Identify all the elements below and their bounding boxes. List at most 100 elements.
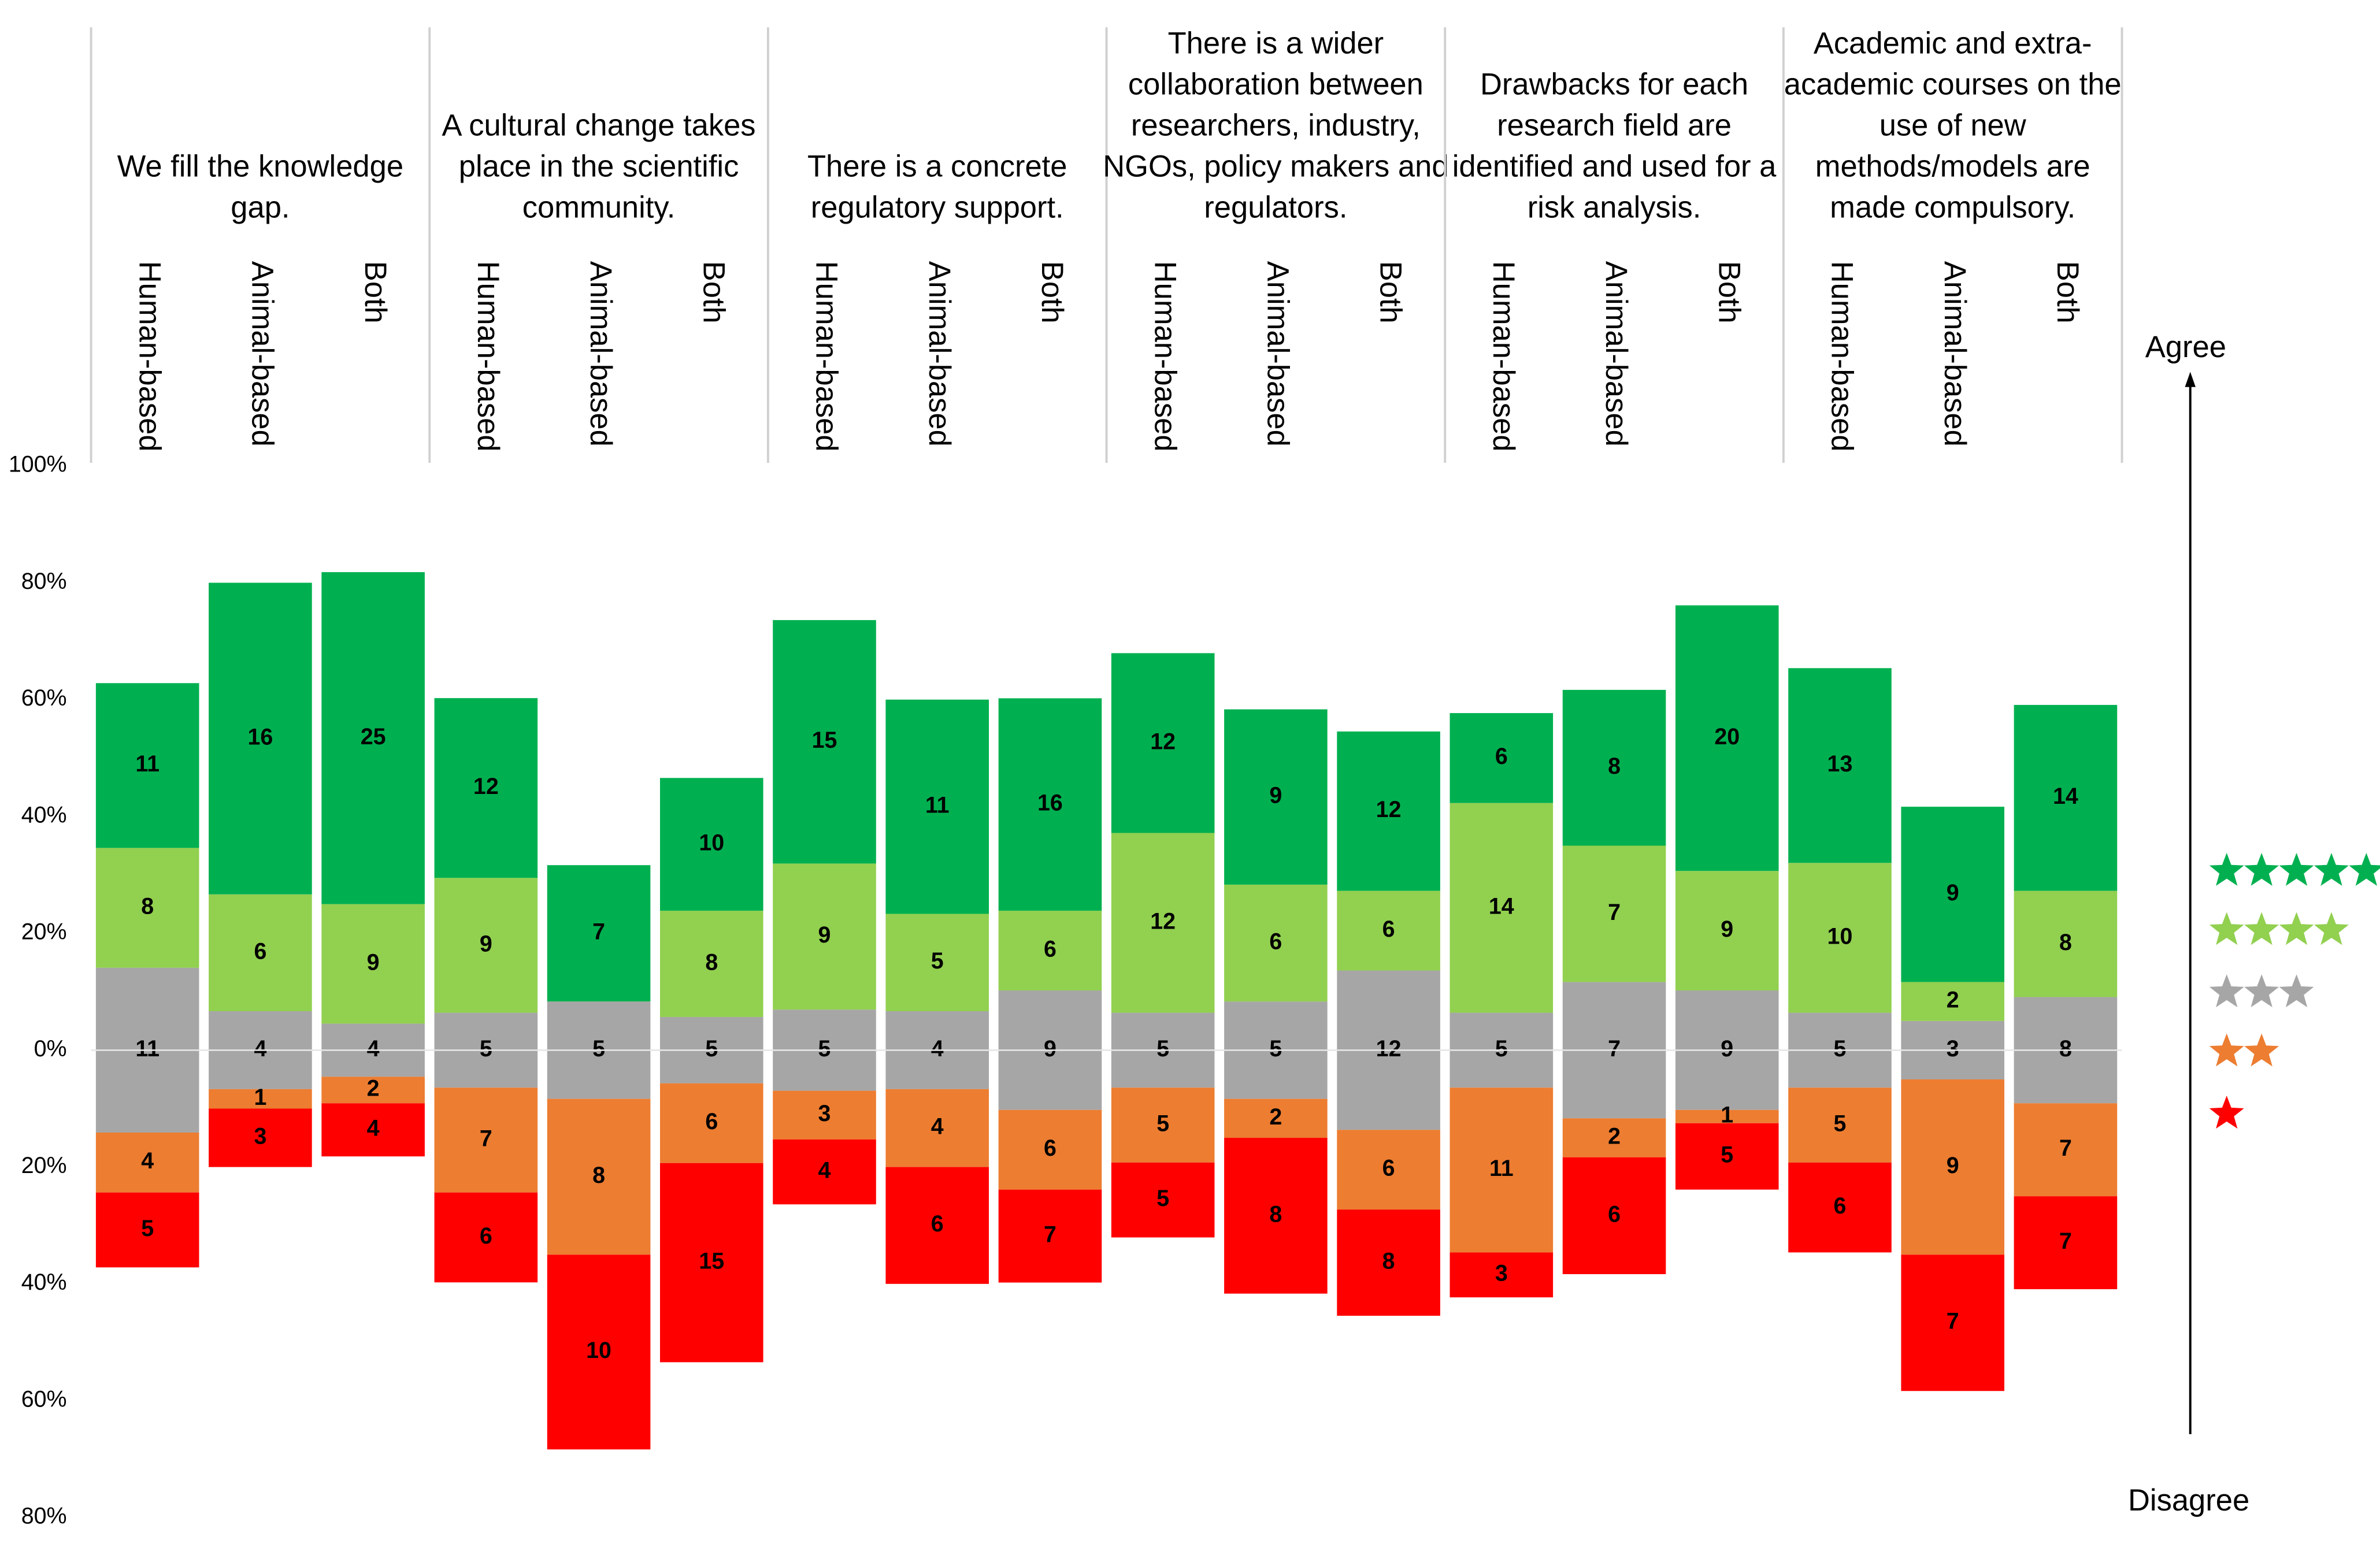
bar-segment: [885, 1167, 989, 1284]
legend-star: [2209, 852, 2244, 886]
value-label: 5: [1269, 1036, 1282, 1062]
category-label: Animal-based: [1261, 261, 1295, 447]
value-label: 7: [1947, 1309, 1959, 1334]
bar-segment: [1224, 1098, 1328, 1138]
value-label: 11: [1489, 1156, 1514, 1181]
value-label: 4: [367, 1036, 380, 1062]
bar-segment: [1562, 845, 1666, 982]
value-label: 5: [1834, 1036, 1847, 1062]
value-label: 6: [1834, 1193, 1847, 1219]
value-label: 16: [1037, 790, 1063, 816]
value-label: 5: [141, 1216, 154, 1241]
y-tick-label: 20%: [21, 919, 67, 945]
bar-segment: [1111, 653, 1215, 833]
y-tick-label: 20%: [21, 1153, 67, 1178]
bar-segment: [2014, 1103, 2118, 1197]
group-title: gap.: [231, 190, 290, 224]
value-label: 9: [1947, 880, 1959, 905]
group-title: researchers, industry,: [1131, 108, 1421, 142]
group-title: made compulsory.: [1830, 190, 2075, 224]
agree-label: Agree: [2145, 330, 2226, 364]
value-label: 5: [1495, 1036, 1508, 1062]
value-label: 4: [818, 1157, 831, 1183]
bar-segment: [659, 1083, 763, 1163]
value-label: 1: [254, 1085, 266, 1110]
group-title: use of new: [1879, 108, 2027, 142]
bar-segment: [1675, 1123, 1779, 1190]
y-tick-label: 60%: [21, 685, 67, 711]
y-tick-label: 40%: [21, 1270, 67, 1295]
bar-segment: [885, 1089, 989, 1167]
category-label: Both: [1374, 261, 1408, 324]
value-label: 4: [931, 1114, 944, 1140]
value-label: 12: [1150, 908, 1176, 934]
value-label: 4: [254, 1036, 266, 1062]
value-label: 11: [925, 793, 950, 818]
bar-segment: [1562, 1118, 1666, 1157]
bar-segment: [209, 1108, 312, 1167]
group-title: A cultural change takes: [442, 108, 756, 142]
value-label: 6: [1495, 744, 1508, 769]
value-label: 5: [1156, 1036, 1169, 1062]
value-label: 7: [1044, 1222, 1056, 1248]
bar-segment: [1449, 1088, 1554, 1253]
bar-segment: [434, 1088, 538, 1193]
bar-segment: [321, 1077, 425, 1104]
bar-segment: [659, 1163, 763, 1363]
legend-entry: [2209, 1033, 2279, 1067]
value-label: 7: [592, 919, 605, 945]
bar-segment: [95, 848, 199, 968]
value-label: 8: [2059, 930, 2072, 955]
legend-star: [2314, 912, 2349, 945]
legend-star: [2244, 1033, 2279, 1067]
bar-segment: [659, 911, 763, 1017]
legend-star: [2314, 852, 2349, 886]
legend-entry: [2209, 974, 2314, 1008]
value-label: 12: [473, 774, 499, 799]
bar-segment: [209, 894, 312, 1011]
value-label: 7: [480, 1126, 492, 1151]
category-label: Human-based: [1825, 261, 1859, 452]
value-label: 5: [480, 1036, 492, 1062]
value-label: 4: [931, 1036, 944, 1062]
value-label: 15: [812, 728, 837, 753]
bar-segment: [1111, 1162, 1215, 1238]
value-label: 16: [248, 725, 273, 750]
value-label: 8: [705, 949, 718, 975]
legend-entry: [2209, 1096, 2244, 1129]
group-title: regulatory support.: [811, 190, 1064, 224]
value-label: 14: [2053, 784, 2078, 809]
category-label: Animal-based: [1599, 261, 1633, 447]
bar-segment: [95, 683, 199, 848]
bar-segment: [1224, 1138, 1328, 1294]
category-label: Animal-based: [246, 261, 280, 447]
bar-segment: [1337, 731, 1440, 891]
value-label: 12: [1376, 797, 1402, 822]
bar-segment: [998, 1109, 1102, 1190]
value-label: 4: [367, 1116, 380, 1141]
value-label: 11: [135, 751, 160, 777]
bar-segment: [1562, 689, 1666, 846]
bar-segment: [1788, 668, 1892, 863]
value-label: 6: [254, 938, 266, 964]
bar-segment: [1901, 1079, 2004, 1255]
bar-segment: [209, 582, 312, 895]
value-label: 7: [1608, 1036, 1621, 1062]
bar-segment: [1111, 1088, 1215, 1163]
value-label: 6: [705, 1109, 718, 1134]
value-label: 2: [1947, 988, 1959, 1013]
value-label: 9: [1721, 1036, 1733, 1062]
bar-segment: [1901, 807, 2004, 982]
value-label: 8: [2059, 1036, 2072, 1062]
value-label: 8: [592, 1163, 605, 1188]
value-label: 6: [1044, 936, 1056, 962]
category-label: Animal-based: [922, 261, 957, 447]
value-label: 14: [1489, 894, 1514, 919]
value-label: 5: [705, 1036, 718, 1062]
value-label: 9: [367, 949, 380, 975]
value-label: 15: [699, 1248, 724, 1274]
group-title: academic courses on the: [1784, 68, 2122, 102]
bar-segment: [1337, 1130, 1440, 1210]
bar-segment: [2014, 704, 2118, 891]
